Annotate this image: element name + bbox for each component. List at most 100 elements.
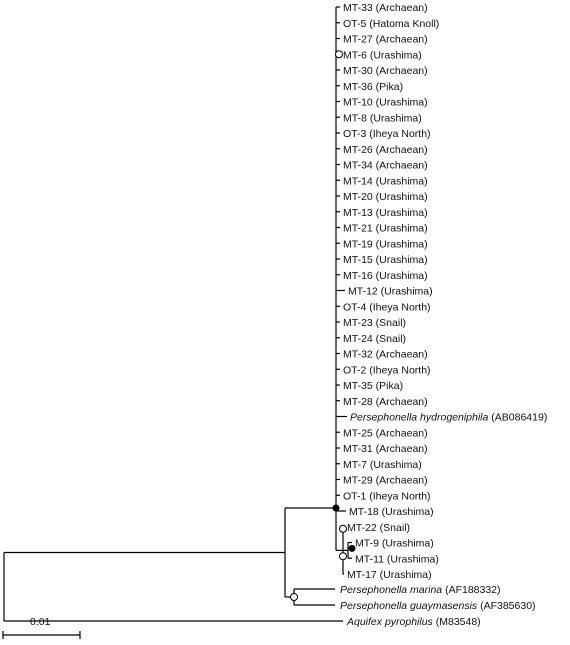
tip-name: MT-32 [343, 349, 373, 361]
tip-label: MT-14 (Urashima) [343, 175, 428, 187]
tip-label: OT-4 (Iheya North) [343, 301, 431, 313]
tip-accession: (Pika) [373, 380, 403, 392]
tip-name: MT-36 [343, 81, 373, 93]
tip-label: MT-27 (Archaean) [343, 34, 428, 46]
tip-label: MT-6 (Urashima) [343, 49, 422, 61]
tip-accession: (Archaean) [373, 427, 428, 439]
tip-accession: (Pika) [373, 81, 403, 93]
tip-name: MT-24 [343, 333, 373, 345]
tip-name: MT-17 [347, 569, 377, 581]
tip-accession: (Urashima) [373, 270, 428, 282]
tip-label: MT-16 (Urashima) [343, 270, 428, 282]
tip-label: MT-19 (Urashima) [343, 238, 428, 250]
tip-label: MT-18 (Urashima) [349, 506, 434, 518]
tip-accession: (Urashima) [373, 191, 428, 203]
tip-accession: (Archaean) [373, 349, 428, 361]
tip-name: MT-26 [343, 144, 373, 156]
tip-label: Aquifex pyrophilus (M83548) [346, 616, 481, 628]
tip-accession: (Urashima) [373, 254, 428, 266]
bootstrap-filled-marker [332, 504, 340, 512]
tree-branches [3, 6, 352, 622]
tip-label: MT-17 (Urashima) [347, 569, 432, 581]
tip-accession: (Snail) [373, 317, 406, 329]
tip-label: MT-36 (Pika) [343, 81, 403, 93]
tip-name: MT-7 [343, 459, 367, 471]
tip-accession: (Archaean) [373, 475, 428, 487]
tip-label: MT-28 (Archaean) [343, 396, 428, 408]
tip-accession: (Snail) [373, 333, 406, 345]
tip-label: OT-5 (Hatoma Knoll) [343, 18, 439, 30]
tip-accession: (Archaean) [373, 396, 428, 408]
tip-label: MT-7 (Urashima) [343, 459, 422, 471]
tip-label: MT-31 (Archaean) [343, 443, 428, 455]
tip-labels: MT-33 (Archaean) OT-5 (Hatoma Knoll) MT-27… [340, 2, 547, 628]
tip-label: MT-33 (Archaean) [343, 2, 428, 14]
tip-name: OT-5 [343, 18, 366, 30]
tip-label: MT-20 (Urashima) [343, 191, 428, 203]
tip-label: MT-26 (Archaean) [343, 144, 428, 156]
tip-accession: (Snail) [377, 522, 410, 534]
tip-label: MT-11 (Urashima) [355, 553, 439, 565]
scale-bar-label: 0.01 [30, 616, 51, 628]
tip-name: OT-4 [343, 301, 366, 313]
tip-accession: (Archaean) [373, 65, 428, 77]
tip-label: MT-15 (Urashima) [343, 254, 428, 266]
tip-label: MT-9 (Urashima) [355, 538, 434, 550]
tip-accession: (M83548) [433, 616, 481, 628]
tip-label: OT-2 (Iheya North) [343, 364, 431, 376]
tip-label: MT-30 (Archaean) [343, 65, 428, 77]
tip-name: MT-8 [343, 112, 367, 124]
tip-name: MT-11 [355, 553, 384, 565]
tip-accession: (AF385630) [477, 600, 535, 612]
tip-name: OT-1 [343, 490, 366, 502]
tip-accession: (Urashima) [367, 49, 422, 61]
tip-accession: (Urashima) [373, 207, 428, 219]
tip-label: MT-29 (Archaean) [343, 475, 428, 487]
tip-accession: (Archaean) [373, 2, 428, 14]
bootstrap-open-marker [339, 552, 347, 561]
tip-name: Persephonella marina [340, 584, 442, 596]
tip-label: MT-34 (Archaean) [343, 160, 428, 172]
bootstrap-open-marker [335, 50, 343, 59]
tip-label: MT-22 (Snail) [347, 522, 410, 534]
tip-name: MT-34 [343, 160, 373, 172]
tip-name: MT-14 [343, 175, 373, 187]
tip-name: MT-23 [343, 317, 373, 329]
tip-accession: (Urashima) [377, 569, 432, 581]
tree-node-markers [290, 50, 356, 601]
scale-bar: 0.01 [2, 616, 81, 639]
tip-accession: (Urashima) [373, 223, 428, 235]
tip-label: OT-3 (Iheya North) [343, 128, 431, 140]
tip-name: MT-6 [343, 49, 367, 61]
tip-name: OT-3 [343, 128, 366, 140]
tip-name: MT-29 [343, 475, 373, 487]
tip-accession: (Urashima) [379, 538, 434, 550]
tip-label: MT-8 (Urashima) [343, 112, 422, 124]
bootstrap-filled-marker [348, 544, 356, 552]
tip-accession: (Hatoma Knoll) [366, 18, 439, 30]
tip-accession: (Iheya North) [366, 364, 430, 376]
tip-name: MT-19 [343, 238, 373, 250]
tip-name: MT-21 [343, 223, 373, 235]
tip-name: MT-9 [355, 538, 379, 550]
bootstrap-open-marker [339, 524, 347, 533]
tip-accession: (AF188332) [442, 584, 500, 596]
tip-name: MT-12 [348, 286, 378, 298]
tip-label: Persephonella hydrogeniphila (AB086419) [350, 412, 547, 424]
tip-accession: (Iheya North) [366, 301, 430, 313]
tip-accession: (Archaean) [373, 34, 428, 46]
tip-name: MT-15 [343, 254, 373, 266]
tip-name: MT-18 [349, 506, 379, 518]
tip-name: MT-22 [347, 522, 377, 534]
tip-name: MT-16 [343, 270, 373, 282]
tip-name: MT-28 [343, 396, 373, 408]
tip-accession: (Archaean) [373, 443, 428, 455]
tip-accession: (Urashima) [379, 506, 434, 518]
tip-accession: (Urashima) [378, 286, 433, 298]
tip-name: Aquifex pyrophilus [346, 616, 434, 628]
tip-name: MT-25 [343, 427, 373, 439]
tip-accession: (Iheya North) [366, 128, 430, 140]
tip-accession: (Urashima) [367, 112, 422, 124]
bootstrap-open-marker [290, 593, 298, 601]
tip-label: MT-24 (Snail) [343, 333, 406, 345]
